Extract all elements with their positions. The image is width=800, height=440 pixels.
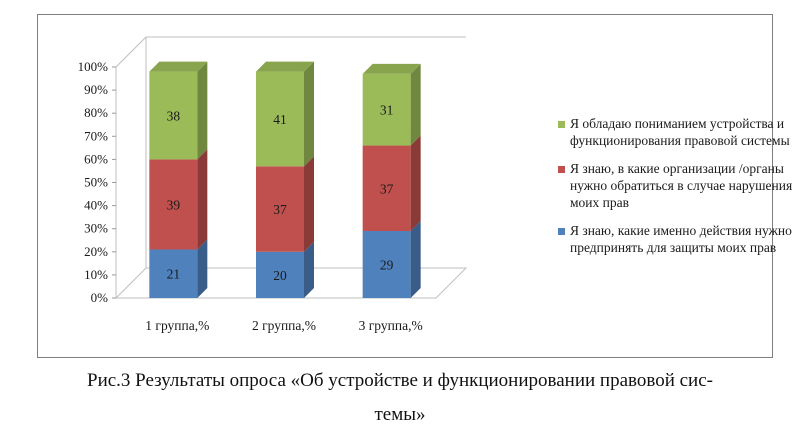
caption-line-1: Рис.3 Результаты опроса «Об устройстве и… — [87, 370, 713, 391]
bar-segment-side — [410, 135, 421, 232]
bar-segment — [362, 73, 411, 146]
legend-label: Я знаю, какие именно действия нужно пред… — [570, 223, 792, 255]
data-label: 41 — [273, 112, 287, 127]
bar-segment-top — [362, 63, 421, 74]
legend: Я обладаю пониманием устройства и функци… — [558, 115, 800, 267]
bar-segment-top — [149, 61, 208, 72]
y-tick-label: 30% — [84, 221, 108, 236]
bar-segment-side — [197, 239, 208, 298]
y-tick-label: 20% — [84, 244, 108, 259]
bar-segment — [256, 251, 304, 298]
data-label: 31 — [380, 103, 394, 118]
bar-segment — [256, 71, 304, 167]
legend-swatch — [558, 121, 565, 128]
bar-segment-side — [197, 61, 208, 160]
chart-area: 0% 10% 20% 30% 40% 50% 60% 70% 80% 90% 100% 21 39 38 1… — [37, 14, 792, 358]
legend-swatch — [558, 228, 565, 235]
bar-segment-side — [410, 63, 421, 146]
bar-segment — [149, 71, 198, 160]
bar-segment — [256, 166, 304, 252]
legend-item: Я знаю, в какие организации /органы нужн… — [558, 160, 800, 211]
bar-segment — [362, 145, 411, 232]
bar-segment — [149, 249, 198, 298]
data-label: 29 — [380, 258, 394, 273]
y-tick-label: 90% — [84, 82, 108, 97]
y-tick-label: 60% — [84, 151, 108, 166]
legend-label: Я знаю, в какие организации /органы нужн… — [570, 161, 793, 210]
data-label: 39 — [167, 197, 181, 212]
legend-item: Я знаю, какие именно действия нужно пред… — [558, 222, 800, 256]
legend-swatch — [558, 166, 565, 173]
bar-segment — [149, 159, 198, 250]
bar-segment-side — [410, 221, 421, 298]
bar-segment-side — [304, 61, 314, 167]
x-category-label: 2 группа,% — [252, 318, 316, 333]
x-category-label: 3 группа,% — [359, 318, 423, 333]
y-tick-label: 100% — [78, 59, 109, 74]
y-tick-label: 0% — [91, 290, 109, 305]
data-label: 21 — [167, 267, 181, 282]
bar-stack: 20 37 41 — [256, 61, 314, 298]
bar-segment-side — [304, 241, 314, 298]
plot-floor — [114, 267, 468, 299]
data-label: 38 — [167, 109, 181, 124]
bar-segment-top — [256, 61, 314, 72]
bar-stack: 29 37 31 — [362, 63, 421, 298]
y-tick-label: 40% — [84, 198, 108, 213]
data-label: 37 — [380, 181, 394, 196]
data-label: 37 — [273, 202, 287, 217]
legend-item: Я обладаю пониманием устройства и функци… — [558, 115, 800, 149]
stacked-bar-chart: 0% 10% 20% 30% 40% 50% 60% 70% 80% 90% 100% 21 39 38 1… — [78, 36, 468, 333]
x-category-label: 1 группа,% — [145, 318, 209, 333]
legend-label: Я обладаю пониманием устройства и функци… — [570, 116, 790, 148]
y-tick-label: 80% — [84, 105, 108, 120]
y-tick-label: 50% — [84, 175, 108, 190]
caption-line-2: темы» — [374, 404, 426, 425]
y-tick-label: 10% — [84, 267, 108, 282]
figure-caption: Рис.3 Результаты опроса «Об устройстве и… — [0, 364, 800, 432]
bar-segment-side — [197, 149, 208, 250]
bar-segment — [362, 231, 411, 298]
data-label: 20 — [273, 268, 287, 283]
bar-segment-side — [304, 156, 314, 252]
y-tick-label: 70% — [84, 128, 108, 143]
bar-stack: 21 39 38 — [149, 61, 208, 298]
